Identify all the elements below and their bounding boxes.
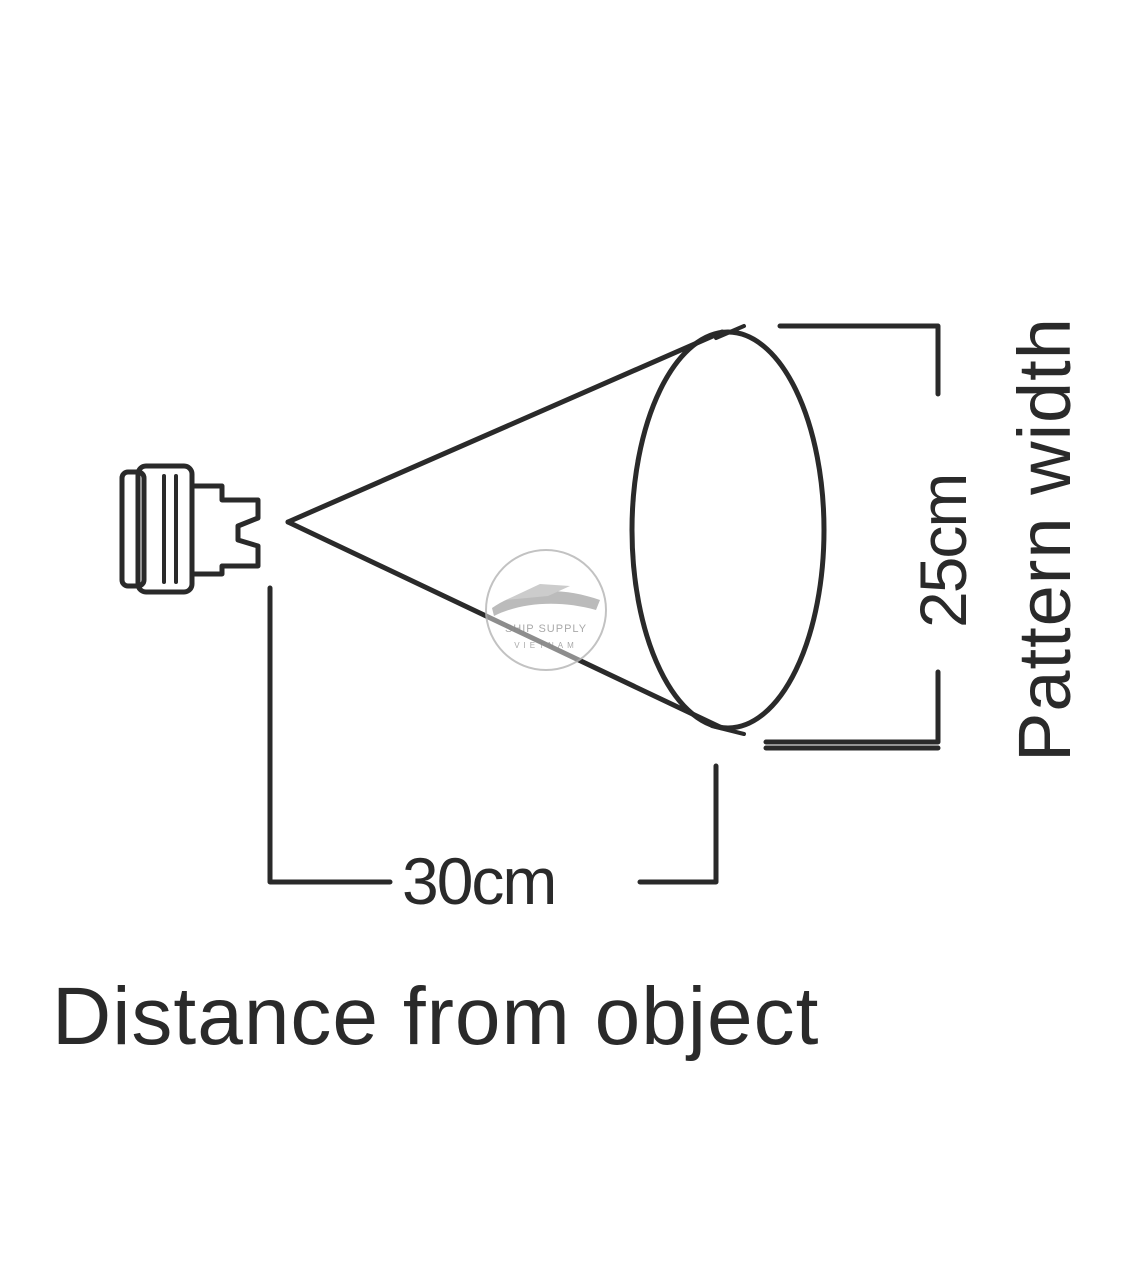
width-label: 25cm xyxy=(906,475,980,628)
spray-cone xyxy=(285,324,827,736)
watermark-line2: VIETNAM xyxy=(514,641,578,650)
distance-label: 30cm xyxy=(402,844,555,918)
width-dimension-bracket xyxy=(763,323,941,751)
watermark-line1: SHIP SUPPLY xyxy=(505,623,587,635)
distance-dimension-bracket xyxy=(267,585,719,885)
watermark: SHIP SUPPLY VIETNAM xyxy=(485,549,607,671)
spray-nozzle-icon xyxy=(119,463,261,595)
watermark-circle xyxy=(485,549,607,671)
width-caption: Pattern width xyxy=(1003,317,1086,762)
distance-caption: Distance from object xyxy=(52,971,819,1062)
pattern-ellipse xyxy=(629,329,827,731)
